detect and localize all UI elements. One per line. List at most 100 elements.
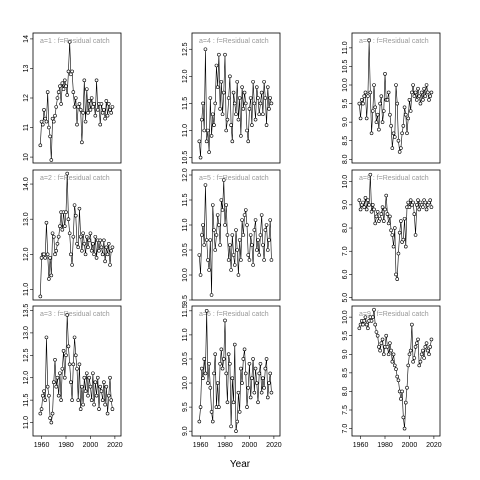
point [56,90,61,94]
point [403,400,408,405]
point [357,326,362,331]
point [218,107,222,111]
point [268,371,273,376]
point [220,366,225,371]
point [394,83,398,87]
point [405,131,409,136]
point [237,238,242,242]
y-tick-label: 11.0 [342,41,349,54]
x-axis-title: Year [230,459,251,470]
point [97,249,101,253]
x-tick-label: 1980 [217,442,233,449]
point [207,268,211,272]
point [390,359,395,364]
point [106,393,111,398]
point [217,223,221,227]
point [55,96,60,100]
point [62,224,67,229]
point [98,384,103,389]
point [401,237,406,242]
point [269,390,274,395]
y-tick-label: 14 [23,35,30,43]
point [235,79,240,84]
point [197,139,202,144]
point [78,234,83,239]
point [414,341,419,345]
point [62,78,67,83]
x-tick-label: 2000 [242,442,258,449]
point [42,389,46,393]
point [228,361,232,366]
point [218,243,222,247]
point [69,252,73,257]
y-tick-label: 11.5 [23,393,30,406]
y-tick-label: 8.0 [342,223,349,233]
point [241,357,246,361]
y-tick-label: 12.0 [182,168,189,182]
point [262,258,266,262]
point [70,263,74,267]
point [413,345,418,349]
point [47,277,51,281]
point [399,219,403,223]
y-tick-label: 8.0 [342,386,349,396]
point [427,98,431,102]
point [401,415,406,420]
point [265,85,270,89]
point [425,90,430,95]
point [81,231,85,236]
point [206,381,210,385]
point [394,272,398,277]
point [225,400,230,405]
y-tick-label: 13.5 [23,304,30,318]
y-tick-label: 11.5 [182,304,189,317]
point [77,362,82,367]
point [428,198,433,202]
point [363,90,368,95]
point [221,90,226,95]
point [67,362,72,367]
point [400,389,404,394]
panel-frame [191,169,281,301]
point [199,233,204,237]
point [44,335,49,340]
panel: a=4 : f=Residual catch 10.5 11.0 11.5 12.0 12… [182,32,281,164]
point [47,125,51,130]
point [86,393,90,398]
point [58,224,62,229]
point [42,108,46,112]
point [423,94,428,98]
series-line [40,41,113,161]
point [377,127,381,132]
point [374,330,379,334]
point [201,223,205,227]
point [65,93,70,97]
point [87,238,92,243]
point [75,366,79,371]
point [258,101,263,106]
point [258,361,263,366]
point [378,216,382,221]
point [264,123,269,127]
point [384,193,389,198]
point [204,238,209,242]
point [230,139,235,144]
point [39,407,44,411]
point [231,253,236,257]
point [65,313,70,317]
point [406,363,411,368]
point [51,234,56,239]
point [91,371,95,376]
point [64,210,68,214]
point [94,78,99,83]
point [228,74,232,79]
point [106,102,111,106]
y-tick-label: 10.5 [182,352,189,366]
point [100,252,105,257]
point [413,233,418,237]
y-tick-label: 8.5 [342,368,349,378]
point [257,253,262,257]
point [408,198,413,202]
point [403,244,408,249]
point [424,83,429,87]
